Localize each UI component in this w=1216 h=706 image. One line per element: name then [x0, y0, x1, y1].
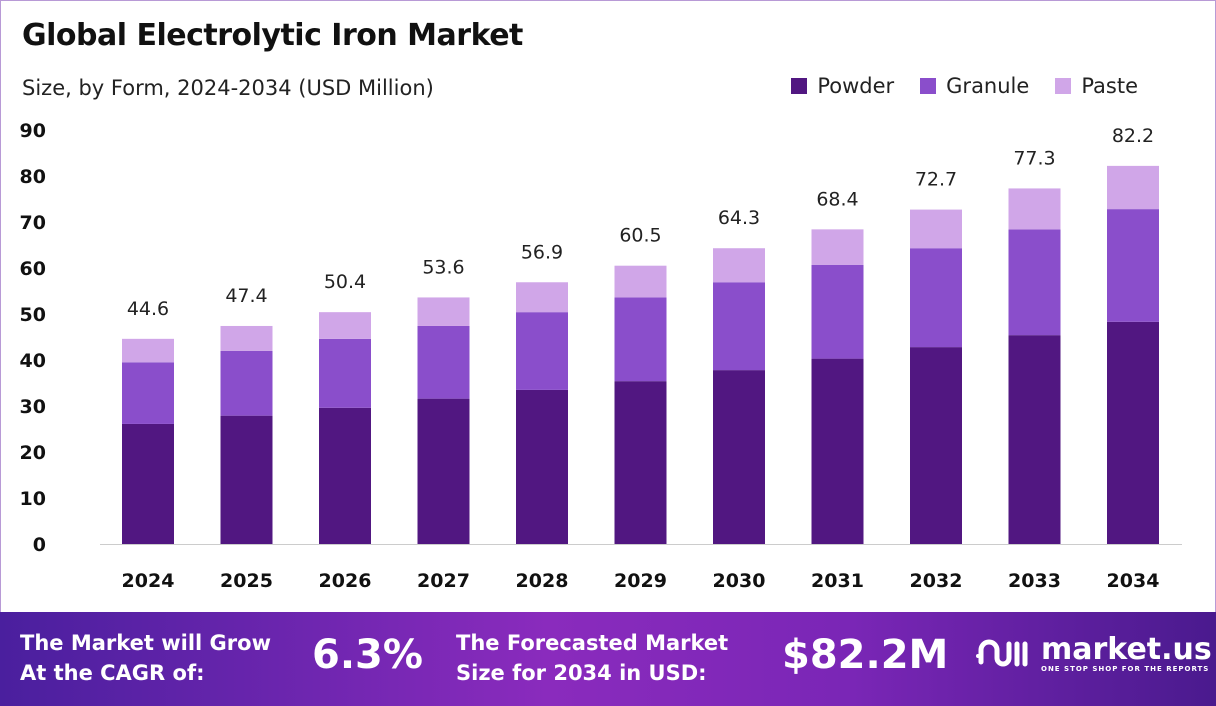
legend-item-powder: Powder	[791, 74, 894, 98]
bar-segment-paste-2026	[319, 312, 371, 339]
y-tick-label: 50	[20, 304, 46, 326]
legend: Powder Granule Paste	[791, 74, 1138, 98]
legend-label: Granule	[946, 74, 1030, 98]
total-label: 60.5	[619, 225, 661, 247]
x-tick-label: 2027	[417, 570, 470, 592]
bar-segment-powder-2030	[713, 370, 765, 544]
total-label: 64.3	[718, 207, 760, 229]
y-tick-label: 30	[20, 396, 46, 418]
cagr-value: 6.3%	[312, 632, 423, 678]
legend-item-granule: Granule	[920, 74, 1029, 98]
total-label: 47.4	[225, 285, 267, 307]
bar-segment-paste-2030	[713, 248, 765, 283]
logo-tagline: ONE STOP SHOP FOR THE REPORTS	[1041, 665, 1210, 673]
bar-segment-paste-2033	[1008, 188, 1061, 230]
y-tick-label: 80	[20, 166, 46, 188]
marketus-logo: market.us ONE STOP SHOP FOR THE REPORTS	[975, 634, 1212, 674]
bar-segment-granule-2031	[811, 264, 864, 359]
y-tick-label: 10	[20, 488, 46, 510]
x-tick-label: 2033	[1008, 570, 1061, 592]
total-label: 53.6	[422, 256, 464, 278]
bar-segment-granule-2034	[1107, 209, 1159, 322]
bar-segment-granule-2024	[122, 362, 174, 424]
bar-segment-paste-2029	[614, 265, 667, 298]
legend-swatch-powder	[791, 78, 808, 94]
chart-subtitle: Size, by Form, 2024-2034 (USD Million)	[22, 76, 434, 100]
total-label: 68.4	[816, 188, 858, 210]
x-tick-label: 2025	[220, 570, 273, 592]
bar-segment-granule-2027	[417, 325, 470, 399]
bar-segment-powder-2026	[319, 407, 371, 544]
bar-segment-granule-2029	[614, 297, 667, 382]
y-tick-label: 70	[20, 212, 46, 234]
total-label: 50.4	[324, 271, 366, 293]
logo-icon	[976, 639, 1028, 667]
bar-segment-powder-2034	[1107, 321, 1159, 544]
bar-segment-powder-2029	[614, 381, 667, 544]
total-label: 44.6	[127, 298, 169, 320]
x-tick-label: 2030	[713, 570, 766, 592]
bar-segment-paste-2025	[220, 325, 273, 351]
x-tick-label: 2028	[516, 570, 569, 592]
bar-segment-powder-2033	[1008, 335, 1061, 544]
y-tick-label: 20	[20, 442, 46, 464]
bar-segment-paste-2027	[417, 297, 470, 326]
bar-segment-granule-2033	[1008, 229, 1061, 336]
bar-segment-paste-2031	[811, 229, 864, 265]
total-label: 56.9	[521, 241, 563, 263]
bar-segment-powder-2025	[220, 415, 273, 544]
x-tick-label: 2031	[811, 570, 864, 592]
bar-segment-granule-2026	[319, 338, 371, 408]
bar-segment-granule-2028	[516, 312, 568, 390]
legend-label: Paste	[1081, 74, 1138, 98]
bar-segment-granule-2032	[910, 248, 962, 348]
y-tick-label: 40	[20, 350, 46, 372]
cagr-label-line: At the CAGR of:	[20, 661, 205, 685]
bar-segment-granule-2030	[713, 282, 765, 371]
y-tick-label: 90	[20, 120, 46, 142]
forecast-label-line: Size for 2034 in USD:	[456, 661, 707, 685]
total-label: 72.7	[915, 169, 957, 191]
x-tick-label: 2029	[614, 570, 667, 592]
footer-banner: The Market will Grow At the CAGR of: 6.3…	[0, 612, 1216, 706]
forecast-label-line: The Forecasted Market	[456, 631, 729, 655]
legend-swatch-granule	[920, 78, 937, 94]
y-tick-label: 0	[33, 534, 46, 556]
chart-title: Global Electrolytic Iron Market	[22, 18, 523, 53]
legend-label: Powder	[817, 74, 895, 98]
total-label: 82.2	[1112, 125, 1154, 147]
bar-segment-powder-2032	[910, 347, 962, 544]
cagr-label: The Market will Grow At the CAGR of:	[20, 628, 271, 688]
bar-segment-powder-2027	[417, 398, 470, 544]
x-tick-label: 2032	[910, 570, 963, 592]
bar-segment-granule-2025	[220, 350, 273, 416]
x-tick-label: 2026	[319, 570, 372, 592]
bar-segment-paste-2032	[910, 209, 962, 249]
total-label: 77.3	[1013, 147, 1055, 169]
forecast-label: The Forecasted Market Size for 2034 in U…	[456, 628, 728, 688]
forecast-value: $82.2M	[782, 632, 949, 678]
bar-segment-paste-2028	[516, 282, 568, 313]
cagr-label-line: The Market will Grow	[20, 631, 271, 655]
y-tick-label: 60	[20, 258, 46, 280]
legend-swatch-paste	[1055, 78, 1072, 94]
bar-segment-paste-2034	[1107, 165, 1159, 210]
bar-segment-powder-2028	[516, 389, 568, 544]
bar-segment-paste-2024	[122, 338, 174, 363]
legend-item-paste: Paste	[1055, 74, 1138, 98]
logo-name: market.us	[1041, 632, 1212, 667]
stacked-bar-chart: 010203040506070809044.6202447.4202550.42…	[20, 120, 1182, 592]
x-tick-label: 2034	[1107, 570, 1160, 592]
x-tick-label: 2024	[122, 570, 175, 592]
bar-segment-powder-2024	[122, 423, 174, 544]
bar-segment-powder-2031	[811, 358, 864, 544]
